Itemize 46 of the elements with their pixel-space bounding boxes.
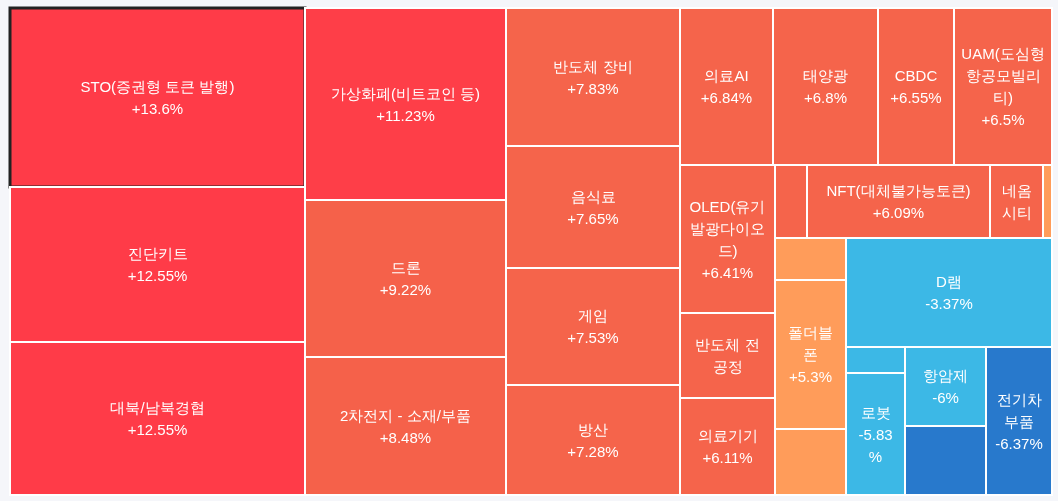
data-label: +6.55% (890, 89, 942, 106)
data-label: +11.23% (376, 106, 435, 124)
category-label: 게임 (578, 307, 608, 324)
category-label: OLED(유기발광다이오드) (689, 197, 766, 259)
category-label: 가상화폐(비트코인 등) (330, 84, 481, 102)
category-label: CBDC (894, 67, 938, 84)
data-label: -6% (932, 389, 959, 406)
category-label: 의료AI (704, 67, 749, 84)
category-label: 2차전지 - 소재/부품 (340, 406, 471, 424)
category-label: 태양광 (803, 67, 848, 84)
category-label: D램 (936, 273, 962, 290)
data-label: +6.8% (804, 89, 847, 106)
data-label: -5.83% (858, 425, 893, 465)
data-label: +12.55% (127, 267, 188, 284)
category-label: 네옴시티 (1001, 182, 1032, 221)
category-label: 폴더블폰 (788, 324, 833, 363)
data-label: -3.37% (925, 295, 973, 312)
data-label: +9.22% (379, 281, 432, 298)
data-label: +5.3% (789, 368, 832, 385)
category-label: 대북/남북경협 (110, 399, 205, 416)
data-label: +6.09% (872, 204, 925, 221)
data-label: +7.65% (567, 209, 619, 227)
category-label: 로봇 (860, 403, 891, 421)
data-label: +6.41% (701, 263, 754, 281)
data-label: +12.55% (127, 421, 188, 438)
data-label: +7.83% (567, 79, 619, 97)
category-label: 방산 (578, 420, 608, 438)
data-label: -6.37% (995, 434, 1043, 452)
category-label: NFT(대체불가능토큰) (826, 182, 971, 199)
data-label: +7.28% (567, 442, 619, 460)
data-label: +13.6% (131, 100, 184, 117)
category-label: 항암제 (923, 367, 968, 384)
category-label: STO(증권형 토큰 발행) (80, 78, 235, 95)
category-label: 드론 (390, 259, 421, 276)
category-label: UAM(도심형항공모빌리티) (961, 45, 1045, 106)
data-label: +7.53% (567, 329, 619, 346)
category-label: 의료기기 (697, 427, 758, 444)
category-label: 음식료 (570, 187, 616, 205)
category-label: 반도체 장비 (553, 57, 633, 75)
category-label: 전기차 부품 (996, 390, 1042, 430)
category-label: 진단키트 (127, 245, 188, 262)
data-label: +6.11% (702, 449, 753, 466)
category-label: 반도체 전 공정 (695, 336, 760, 375)
data-label: +8.48% (379, 428, 432, 446)
data-label: +6.5% (981, 111, 1025, 128)
data-label: +6.84% (700, 89, 753, 106)
